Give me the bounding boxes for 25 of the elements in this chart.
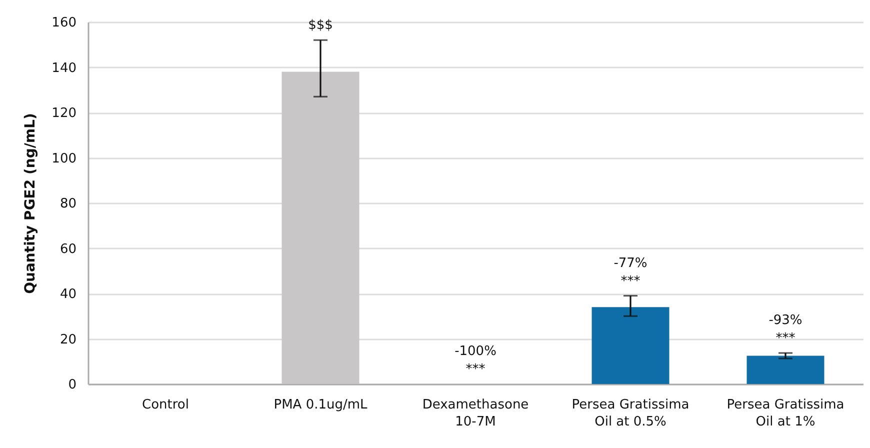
y-tick-label: 160 xyxy=(52,16,76,30)
annotation: -93% xyxy=(768,313,802,328)
x-tick-label: PMA 0.1ug/mL xyxy=(274,398,368,412)
annotation: $$$ xyxy=(308,18,333,34)
annotation: -100% xyxy=(454,344,496,359)
y-tick-label: 20 xyxy=(60,332,76,348)
y-tick-label: 40 xyxy=(60,287,76,302)
annotation: *** xyxy=(466,362,486,377)
y-tick-label: 80 xyxy=(60,196,76,212)
bar xyxy=(592,307,670,384)
x-tick-label: Persea Gratissima Oil at 0.5% xyxy=(572,398,690,430)
y-tick-label: 140 xyxy=(52,60,76,76)
y-tick-label: 0 xyxy=(68,378,76,392)
annotation: *** xyxy=(620,274,641,289)
bar xyxy=(746,356,824,384)
x-tick-label: Control xyxy=(142,398,189,412)
annotation: *** xyxy=(776,331,796,346)
annotation: -77% xyxy=(614,256,648,271)
y-axis-title: Quantity PGE2 (ng/mL) xyxy=(22,113,39,294)
x-tick-label: Dexamethasone 10-7M xyxy=(422,398,529,430)
y-tick-label: 60 xyxy=(60,242,76,257)
x-tick-label: Persea Gratissima Oil at 1% xyxy=(726,398,844,430)
y-tick-label: 120 xyxy=(52,106,76,121)
bar xyxy=(282,72,360,384)
y-tick-label: 100 xyxy=(52,151,76,166)
